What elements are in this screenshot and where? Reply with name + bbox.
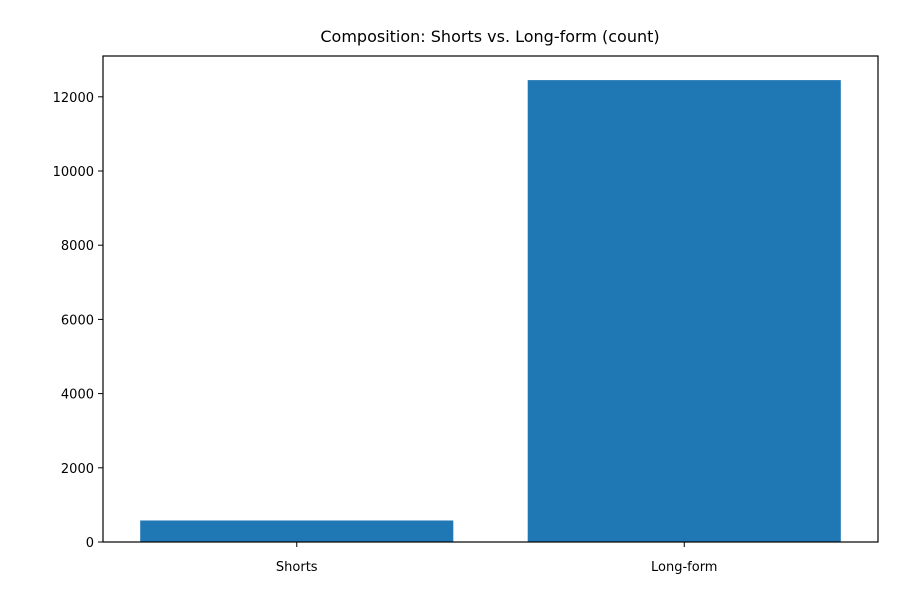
x-tick-label: Shorts bbox=[276, 560, 318, 575]
y-tick-label: 6000 bbox=[61, 313, 94, 328]
bar-long-form bbox=[527, 80, 841, 542]
bar-shorts bbox=[140, 520, 454, 542]
y-tick-label: 10000 bbox=[53, 165, 94, 180]
y-tick-label: 2000 bbox=[61, 462, 94, 477]
plot-frame bbox=[102, 55, 879, 543]
bars-layer bbox=[140, 80, 841, 542]
x-tick-label: Long-form bbox=[651, 560, 717, 575]
y-tick-label: 12000 bbox=[53, 91, 94, 106]
y-tick-label: 4000 bbox=[61, 388, 94, 403]
y-tick-label: 0 bbox=[86, 536, 94, 551]
chart-title: Composition: Shorts vs. Long-form (count… bbox=[320, 27, 659, 46]
y-tick-label: 8000 bbox=[61, 239, 94, 254]
axes-layer: Shorts Long-form 0 2000 4000 6000 8000 10000 120… bbox=[53, 55, 879, 575]
